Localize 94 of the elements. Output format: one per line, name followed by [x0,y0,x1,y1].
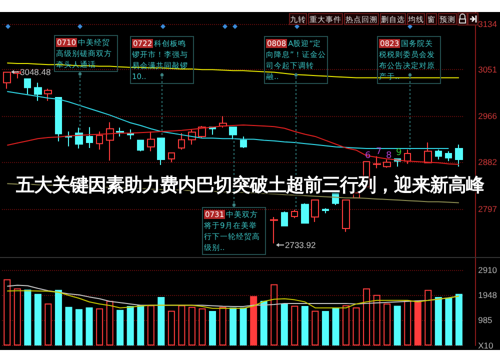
bar [106,300,114,346]
candlestick [281,211,288,226]
candlestick [229,126,237,140]
bar [455,294,462,346]
y-tick-label: 2882 [478,157,498,168]
line-series [6,90,450,150]
bar [312,310,319,346]
candlestick [106,122,114,162]
bar [178,305,186,346]
candlestick [404,149,411,164]
bar [363,288,370,346]
bar [126,306,134,346]
bar [230,308,237,346]
bar [280,303,288,346]
candlestick [301,202,309,224]
candlestick [240,136,247,148]
annotation: 7 [376,147,382,157]
bar [198,308,206,346]
candlestick [383,158,391,168]
candlestick [44,88,52,102]
text: 五大关键因素助力费内巴切突破土超前三行列，迎来新高峰 [15,174,486,198]
y-tick-label: 1948 [478,290,498,300]
candlestick [424,142,432,164]
line-series [6,124,460,165]
bar [24,290,32,346]
bar [301,306,308,346]
y-tick-label: X10 [478,340,494,350]
line-series [6,62,460,78]
bar [270,284,278,346]
candlestick [322,208,329,214]
y-tick-label: 2910 [478,264,498,275]
bar [54,290,62,346]
bar [4,279,11,346]
candlestick [445,150,452,162]
bar [96,308,104,346]
bar [291,306,298,346]
candlestick [157,138,165,166]
y-tick-label: 985 [478,314,493,325]
bar [414,300,422,346]
candlestick [24,78,31,95]
annotation: 8 [386,151,392,161]
bar [209,310,216,346]
bar [158,296,165,346]
bar [86,307,93,346]
line-series [6,290,460,309]
bar [240,308,247,346]
candlestick [137,140,144,152]
candlestick [270,216,278,244]
bar [384,303,391,346]
bar [445,298,452,346]
bar [342,305,350,346]
bar [219,306,226,346]
candlestick [96,131,103,150]
annotation: 9 [396,148,402,158]
bar [352,307,360,346]
candlestick [178,132,185,150]
candlestick [455,144,463,168]
bar [404,300,412,346]
candlestick [168,152,175,163]
bar [188,306,196,346]
candlestick [311,200,319,222]
y-tick-label: 3051 [478,64,498,75]
bar [250,296,258,346]
candlestick [147,131,155,152]
bar [147,305,154,346]
candlestick [86,126,93,148]
bar [424,290,432,346]
bar [76,309,83,346]
candlestick [55,97,62,142]
bar [116,310,124,346]
candlestick [342,200,350,232]
bar [373,294,380,346]
bar [65,306,72,346]
bar [332,308,340,346]
annotation: 2733.92 [285,240,316,250]
bar [137,305,144,346]
annotation: 3048.48 [20,67,51,77]
y-tick-label: 3134 [478,19,498,30]
bar [14,288,21,346]
candlestick [116,127,124,137]
bar [394,306,401,346]
bar [34,294,42,346]
bar [260,300,268,346]
bar [168,310,175,346]
bar [322,310,329,346]
candlestick [291,209,298,219]
y-tick-label: 2797 [478,204,498,214]
candlestick [34,82,42,102]
candlestick [435,149,442,160]
candlestick [373,156,381,169]
candlestick [65,131,72,147]
bar [434,296,442,346]
bar [44,303,52,346]
y-tick-label: 2966 [478,111,498,122]
